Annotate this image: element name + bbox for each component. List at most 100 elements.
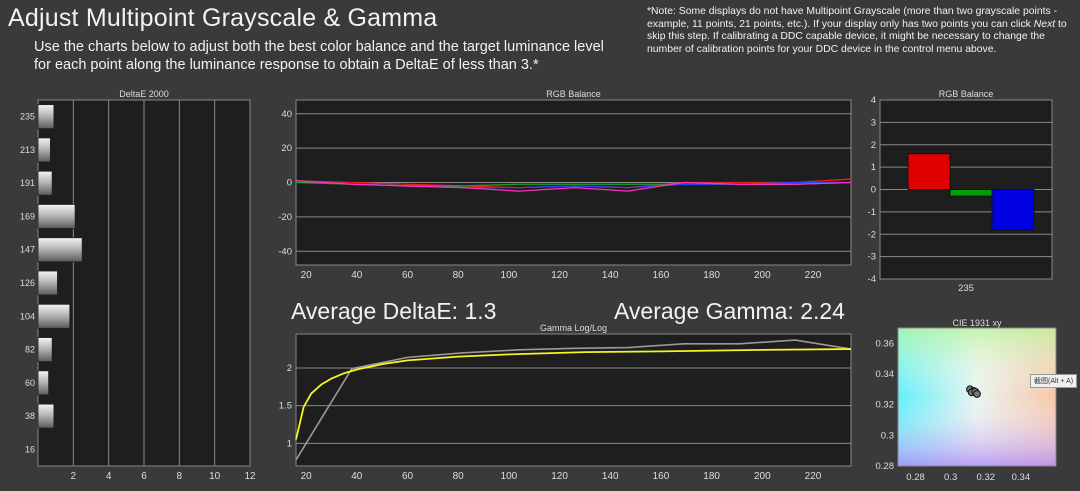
deltae-y-tick-label: 104 bbox=[20, 311, 35, 321]
rgb-bar-category-label: 235 bbox=[958, 283, 974, 294]
note-text: *Note: Some displays do not have Multipo… bbox=[647, 6, 1067, 56]
deltae-chart-title: DeltaE 2000 bbox=[119, 89, 169, 99]
gamma-x-tick-label: 100 bbox=[501, 471, 518, 482]
rgb-line-x-tick-label: 140 bbox=[602, 270, 619, 281]
deltae-bar bbox=[37, 403, 55, 429]
gamma-x-tick-label: 220 bbox=[805, 471, 822, 482]
average-deltae-readout: Average DeltaE: 1.3 bbox=[291, 298, 497, 324]
gamma-plot-area bbox=[295, 333, 852, 467]
rgb-bar-y-tick-label: -3 bbox=[868, 252, 876, 263]
gamma-y-tick-label: 2 bbox=[287, 363, 292, 374]
deltae-bar bbox=[37, 270, 58, 296]
deltae-y-tick-label: 169 bbox=[20, 211, 35, 221]
deltae-y-tick-label: 213 bbox=[20, 145, 35, 155]
cie-y-tick-label: 0.36 bbox=[876, 338, 895, 349]
rgb-line-y-tick-label: -20 bbox=[278, 212, 292, 223]
cie-x-tick-label: 0.3 bbox=[944, 472, 957, 483]
note-text-pre: *Note: Some displays do not have Multipo… bbox=[647, 6, 1058, 30]
rgb-line-x-tick-label: 40 bbox=[351, 270, 363, 281]
cie-y-tick-label: 0.32 bbox=[876, 400, 895, 411]
rgb-line-y-tick-label: 20 bbox=[281, 143, 292, 154]
rgb-bar-y-tick-label: 4 bbox=[871, 95, 876, 106]
note-text-post: to skip this step. If calibrating a DDC … bbox=[647, 18, 1067, 55]
cie-x-tick-label: 0.32 bbox=[977, 472, 996, 483]
rgb-line-x-tick-label: 20 bbox=[301, 270, 313, 281]
gamma-x-tick-label: 200 bbox=[754, 471, 771, 482]
page-title: Adjust Multipoint Grayscale & Gamma bbox=[8, 4, 438, 32]
gamma-chart-title: Gamma Log/Log bbox=[539, 323, 608, 333]
deltae-bar bbox=[37, 303, 71, 329]
deltae-y-tick-label: 191 bbox=[20, 178, 35, 188]
rgb-line-x-tick-label: 200 bbox=[754, 270, 771, 281]
deltae-y-tick-label: 235 bbox=[20, 112, 35, 122]
deltae-x-tick-label: 4 bbox=[106, 471, 112, 482]
rgb-line-y-tick-label: 0 bbox=[287, 178, 292, 189]
rgb-bar bbox=[991, 189, 1035, 231]
rgb-bar-y-tick-label: -4 bbox=[868, 274, 876, 285]
rgb-bar-y-tick-label: 0 bbox=[871, 185, 876, 196]
cie-x-tick-label: 0.28 bbox=[906, 472, 925, 483]
rgb-bar-y-tick-label: 3 bbox=[871, 117, 876, 128]
cie-y-tick-label: 0.34 bbox=[876, 369, 895, 380]
deltae-x-tick-label: 6 bbox=[141, 471, 147, 482]
page-subtitle: Use the charts below to adjust both the … bbox=[34, 39, 604, 73]
deltae-y-tick-label: 126 bbox=[20, 278, 35, 288]
rgb-line-x-tick-label: 60 bbox=[402, 270, 414, 281]
rgb-bar-y-tick-label: 1 bbox=[871, 162, 876, 173]
rgb-line-x-tick-label: 100 bbox=[501, 270, 518, 281]
gamma-y-tick-label: 1.5 bbox=[279, 401, 292, 412]
rgb-line-x-tick-label: 220 bbox=[805, 270, 822, 281]
cie-point bbox=[973, 390, 981, 398]
gamma-x-tick-label: 120 bbox=[551, 471, 568, 482]
cie-x-tick-label: 0.34 bbox=[1012, 472, 1031, 483]
deltae-bar bbox=[37, 237, 83, 263]
rgb-line-x-tick-label: 180 bbox=[703, 270, 720, 281]
rgb-bar-y-tick-label: -2 bbox=[868, 229, 876, 240]
rgb-line-x-tick-label: 160 bbox=[653, 270, 670, 281]
deltae-x-tick-label: 8 bbox=[177, 471, 183, 482]
gamma-x-tick-label: 80 bbox=[453, 471, 465, 482]
rgb-line-y-tick-label: -40 bbox=[278, 246, 292, 257]
rgb-balance-line-title: RGB Balance bbox=[546, 89, 601, 99]
rgb-line-series bbox=[295, 180, 852, 192]
cie-chart-title: CIE 1931 xy bbox=[952, 318, 1002, 328]
rgb-bar bbox=[907, 153, 951, 190]
deltae-y-tick-label: 60 bbox=[25, 378, 35, 388]
deltae-bar bbox=[37, 337, 53, 362]
gamma-measured-line bbox=[295, 339, 852, 461]
cie-y-tick-label: 0.28 bbox=[876, 461, 895, 472]
deltae-bar bbox=[37, 204, 76, 229]
gamma-x-tick-label: 180 bbox=[703, 471, 720, 482]
deltae-y-tick-label: 82 bbox=[25, 345, 35, 355]
gamma-x-tick-label: 40 bbox=[351, 471, 363, 482]
rgb-line-x-tick-label: 120 bbox=[551, 270, 568, 281]
gamma-x-tick-label: 60 bbox=[402, 471, 414, 482]
deltae-bar bbox=[37, 170, 53, 196]
note-next-word: Next bbox=[1033, 18, 1056, 30]
deltae-x-tick-label: 10 bbox=[209, 471, 221, 482]
gamma-target-line bbox=[295, 348, 852, 440]
rgb-bar-y-tick-label: -1 bbox=[868, 207, 876, 218]
deltae-x-tick-label: 2 bbox=[71, 471, 77, 482]
deltae-y-tick-label: 147 bbox=[20, 245, 35, 255]
deltae-bar bbox=[37, 137, 51, 163]
gamma-y-tick-label: 1 bbox=[287, 438, 292, 449]
gamma-x-tick-label: 160 bbox=[653, 471, 670, 482]
deltae-bar bbox=[37, 370, 50, 396]
average-gamma-readout: Average Gamma: 2.24 bbox=[614, 298, 845, 324]
deltae-y-tick-label: 16 bbox=[25, 444, 35, 454]
deltae-bar bbox=[37, 104, 55, 130]
gamma-x-tick-label: 20 bbox=[301, 471, 313, 482]
cie-y-tick-label: 0.3 bbox=[881, 430, 894, 441]
rgb-line-y-tick-label: 40 bbox=[281, 109, 292, 120]
rgb-line-x-tick-label: 80 bbox=[453, 270, 465, 281]
deltae-y-tick-label: 38 bbox=[25, 411, 35, 421]
deltae-x-tick-label: 12 bbox=[244, 471, 256, 482]
rgb-bar-y-tick-label: 2 bbox=[871, 140, 876, 151]
screenshot-tooltip: 截图(Alt + A) bbox=[1030, 374, 1078, 388]
